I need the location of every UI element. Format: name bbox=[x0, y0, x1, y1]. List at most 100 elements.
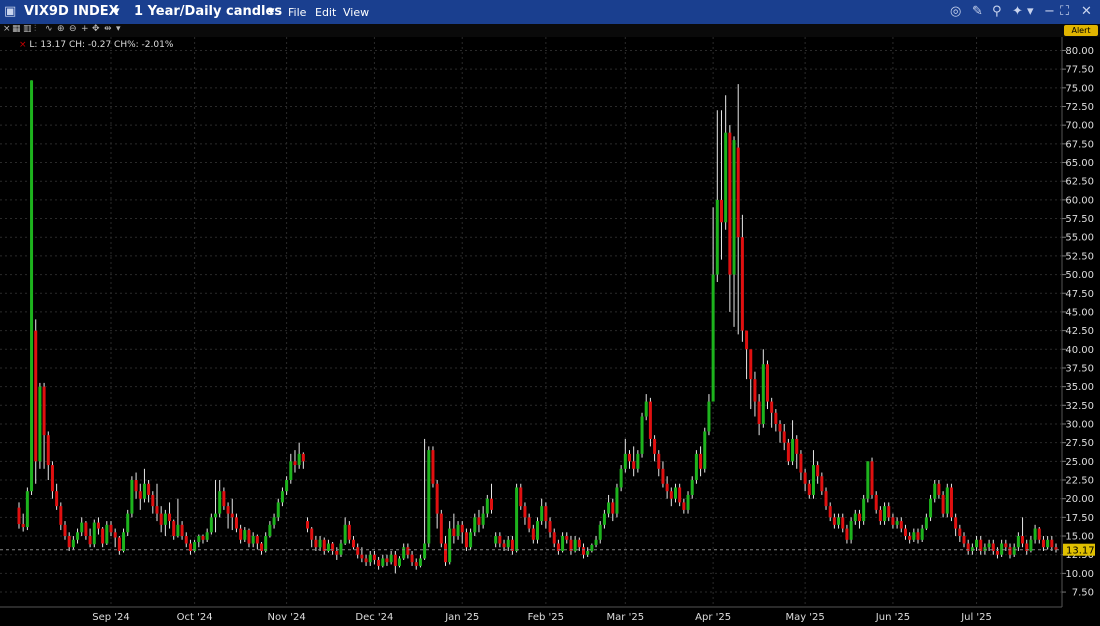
candle-body bbox=[364, 558, 368, 563]
pin-icon[interactable]: ✦ bbox=[1012, 4, 1023, 19]
price-chart[interactable]: 80.00 77.50 75.00 72.50 70.00 67.50 65.00 62.50… bbox=[0, 37, 1100, 626]
pin-dropdown-icon[interactable]: ▾ bbox=[1027, 4, 1034, 19]
toolbar-line-icon[interactable]: ∿ bbox=[45, 24, 53, 34]
candle-body bbox=[17, 507, 21, 525]
menu-file[interactable]: File bbox=[288, 6, 307, 19]
candle-body bbox=[168, 513, 172, 522]
candle-body bbox=[715, 199, 719, 275]
candle-body bbox=[899, 521, 903, 529]
candle-body bbox=[101, 528, 105, 544]
candle-body bbox=[711, 274, 715, 402]
legend-close-icon[interactable]: × bbox=[19, 40, 27, 50]
candle-body bbox=[406, 547, 410, 555]
y-tick-label: 80.00 bbox=[1065, 46, 1094, 57]
candle-body bbox=[439, 513, 443, 544]
candle-body bbox=[502, 543, 506, 548]
toolbar-more-icon[interactable]: ▾ bbox=[116, 24, 121, 34]
candle-body bbox=[929, 498, 933, 518]
candle-body bbox=[134, 480, 138, 492]
candle-body bbox=[88, 536, 92, 545]
x-tick-label: Nov '24 bbox=[268, 612, 306, 623]
candle-body bbox=[874, 494, 878, 510]
candle-body bbox=[686, 494, 690, 510]
candle-body bbox=[481, 513, 485, 525]
candle-body bbox=[84, 522, 88, 537]
y-tick-label: 52.50 bbox=[1065, 251, 1094, 262]
candle-body bbox=[569, 539, 573, 551]
candle-body bbox=[598, 524, 602, 540]
candle-body bbox=[448, 528, 452, 563]
candle-body bbox=[757, 401, 761, 424]
toolbar-pan-icon[interactable]: ✥ bbox=[92, 24, 100, 34]
crosshair-icon[interactable]: ◎ bbox=[950, 4, 962, 19]
toolbar-chart-icon[interactable]: ▦ bbox=[12, 24, 21, 34]
candle-body bbox=[172, 521, 176, 537]
toolbar-zoom-out-icon[interactable]: ⊖ bbox=[69, 24, 77, 34]
candle-body bbox=[883, 506, 887, 522]
candle-body bbox=[389, 554, 393, 563]
candle-body bbox=[55, 491, 59, 507]
candle-body bbox=[276, 502, 280, 518]
y-tick-label: 7.50 bbox=[1072, 588, 1094, 599]
candle-body bbox=[105, 524, 109, 544]
minimize-icon[interactable]: − bbox=[1044, 4, 1055, 19]
toolbar-zoom-in-icon[interactable]: ⊕ bbox=[57, 24, 65, 34]
candle-body bbox=[912, 532, 916, 540]
toolbar-expand-icon[interactable]: ⇹ bbox=[104, 24, 112, 34]
candle-body bbox=[247, 530, 251, 544]
candle-body bbox=[623, 453, 627, 469]
candle-body bbox=[226, 506, 230, 514]
toolbar-candles-icon[interactable]: ⫶ bbox=[34, 24, 37, 34]
candle-body bbox=[523, 506, 527, 518]
candle-body bbox=[1008, 547, 1012, 555]
menu-edit[interactable]: Edit bbox=[315, 6, 337, 19]
y-tick-label: 30.00 bbox=[1065, 419, 1094, 430]
candle-body bbox=[331, 543, 335, 551]
x-tick-label: May '25 bbox=[785, 612, 824, 623]
candle-body bbox=[377, 559, 381, 566]
y-tick-label: 72.50 bbox=[1065, 102, 1094, 113]
chart-grid bbox=[0, 37, 1062, 607]
candle-body bbox=[644, 401, 648, 417]
candle-body bbox=[945, 487, 949, 514]
toolbar-crosshair-icon[interactable]: + bbox=[81, 24, 89, 34]
maximize-icon[interactable]: ⛶ bbox=[1060, 4, 1070, 19]
candle-body bbox=[460, 524, 464, 533]
y-tick-label: 42.50 bbox=[1065, 326, 1094, 337]
candle-body bbox=[209, 517, 213, 533]
candle-body bbox=[632, 461, 636, 469]
candle-body bbox=[201, 536, 205, 540]
y-tick-label: 12.50 bbox=[1065, 550, 1094, 561]
toolbar-bars-icon[interactable]: ▥ bbox=[23, 24, 32, 34]
menu-view[interactable]: View bbox=[343, 6, 370, 19]
close-icon[interactable]: ✕ bbox=[1081, 4, 1092, 19]
y-tick-label: 40.00 bbox=[1065, 345, 1094, 356]
wrench-icon[interactable]: ✎ bbox=[972, 4, 983, 19]
candle-body bbox=[916, 532, 920, 540]
candle-body bbox=[293, 461, 297, 466]
toolbar-close-icon[interactable]: × bbox=[3, 24, 11, 34]
candle-body bbox=[552, 532, 556, 544]
y-tick-label: 67.50 bbox=[1065, 139, 1094, 150]
y-tick-label: 50.00 bbox=[1065, 270, 1094, 281]
timeframe-dropdown-icon[interactable]: ▾ bbox=[268, 4, 275, 19]
timeframe-selector[interactable]: 1 Year/Daily candles bbox=[134, 4, 283, 19]
candle-body bbox=[193, 542, 197, 551]
alert-button[interactable]: Alert bbox=[1064, 25, 1098, 36]
candle-body bbox=[243, 530, 247, 540]
candle-body bbox=[845, 528, 849, 540]
last-price-tag-label: 13.17 bbox=[1066, 546, 1095, 557]
candle-body bbox=[828, 506, 832, 518]
symbol-dropdown-icon[interactable]: ▾ bbox=[113, 4, 120, 19]
candle-body bbox=[59, 506, 63, 525]
candle-body bbox=[1029, 539, 1033, 551]
candle-body bbox=[774, 412, 778, 424]
candle-body bbox=[130, 480, 134, 514]
link-icon[interactable]: ⚲ bbox=[992, 4, 1002, 19]
candle-body bbox=[540, 506, 544, 522]
symbol-title[interactable]: VIX9D INDEX bbox=[24, 4, 119, 19]
y-tick-label: 17.50 bbox=[1065, 513, 1094, 524]
candle-body bbox=[494, 536, 498, 544]
y-tick-label: 47.50 bbox=[1065, 289, 1094, 300]
candle-body bbox=[736, 147, 740, 238]
